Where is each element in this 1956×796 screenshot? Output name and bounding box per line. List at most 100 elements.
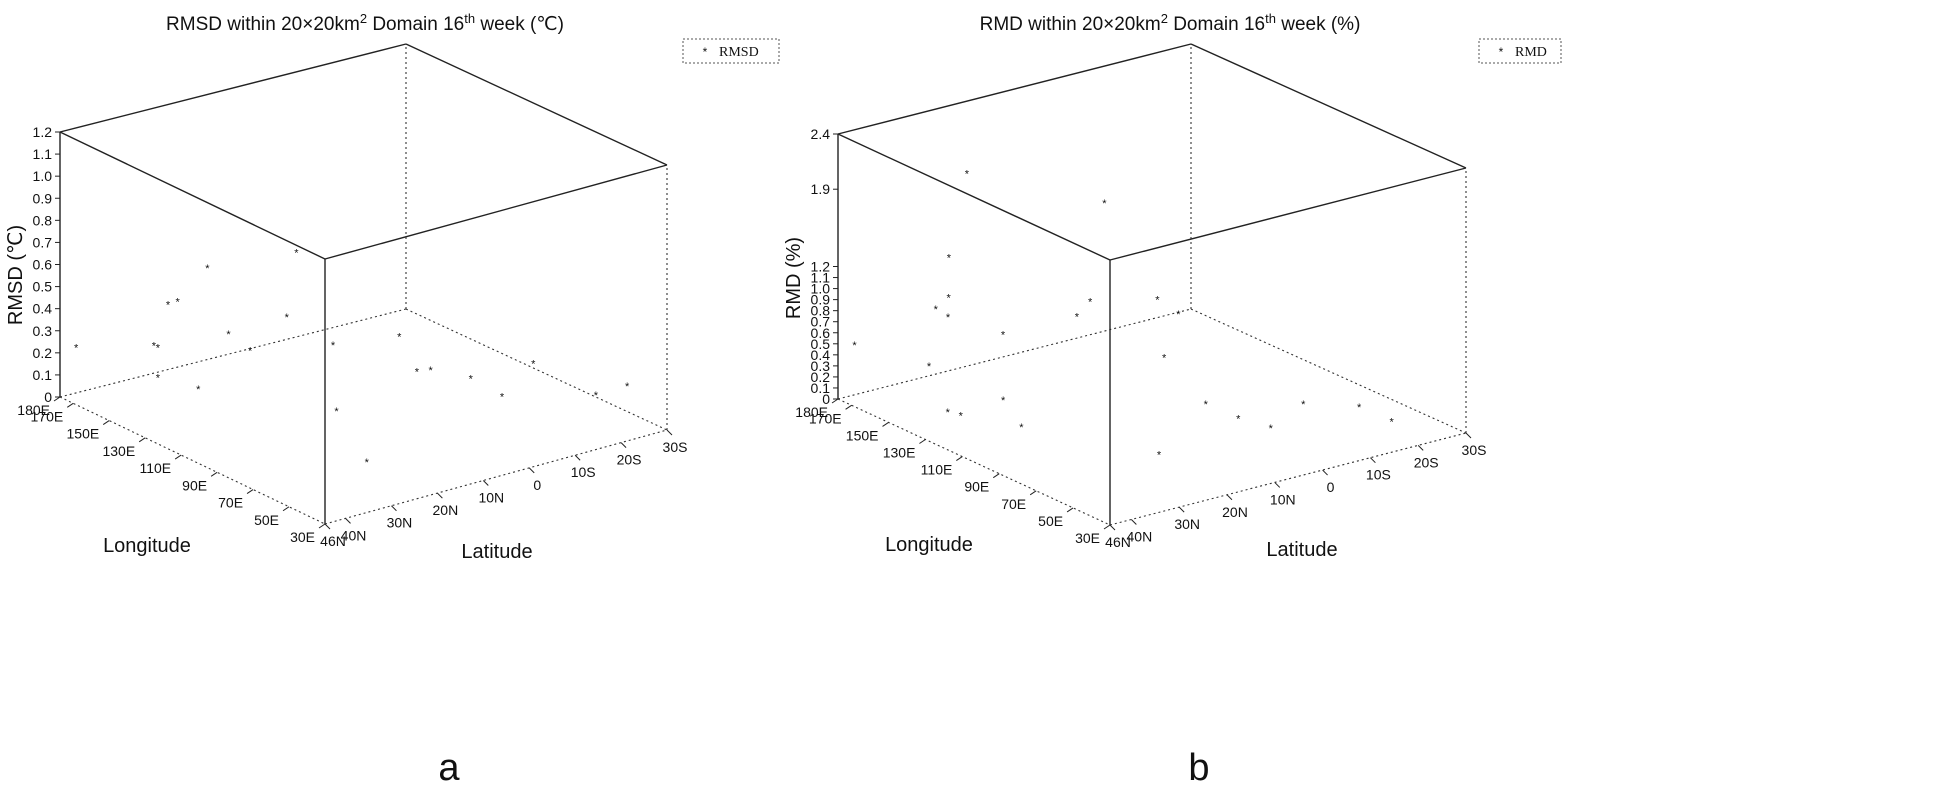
lat-tick-mark [346, 518, 351, 523]
lon-tick-label: 150E [846, 427, 879, 443]
data-point: * [248, 346, 253, 358]
z-tick-label: 0.2 [33, 345, 53, 361]
lat-tick-label: 20S [1414, 454, 1439, 470]
lon-tick-mark [993, 474, 999, 478]
data-point: * [166, 300, 171, 312]
box-edge [838, 134, 1110, 260]
legend: *RMD [1479, 39, 1561, 63]
lat-tick-label: 40N [1127, 528, 1153, 544]
lat-tick-label: 20N [433, 502, 459, 518]
title-text: RMSD within 20×20km [166, 14, 360, 35]
data-point: * [531, 359, 536, 371]
lon-tick-label: 110E [921, 462, 953, 478]
data-point: * [1269, 423, 1274, 435]
z-tick-label: 1.2 [811, 259, 831, 275]
lon-tick-label: 110E [139, 460, 171, 476]
box-edge [1110, 168, 1466, 260]
lon-tick-label: 130E [102, 443, 135, 459]
data-point: * [947, 253, 952, 265]
y-axis-label: Latitude [461, 541, 532, 563]
box-edge [325, 430, 667, 524]
lat-tick-mark [529, 468, 534, 473]
data-point: * [196, 384, 201, 396]
data-point: * [1001, 330, 1006, 342]
data-point: * [156, 372, 161, 384]
data-point: * [1155, 294, 1160, 306]
lon-tick-label: 50E [254, 512, 279, 528]
data-point: * [156, 342, 161, 354]
data-point: * [852, 340, 857, 352]
y-axis-label: Latitude [1266, 539, 1337, 561]
lon-tick-label: 170E [31, 408, 64, 424]
title-superscript: th [1265, 11, 1276, 26]
data-point: * [415, 366, 420, 378]
z-axis-label: RMD (%) [783, 237, 805, 319]
legend-label: RMSD [719, 45, 759, 60]
lon-tick-label: 30E [1075, 530, 1100, 546]
lat-tick-label: 10N [1270, 491, 1296, 507]
box-edge [838, 44, 1191, 134]
data-point: * [594, 390, 599, 402]
lat-tick-label: 10N [478, 489, 504, 505]
data-point: * [965, 168, 970, 180]
lat-tick-mark [1179, 507, 1184, 512]
z-tick-label: 2.4 [811, 126, 831, 142]
lat-tick-mark [483, 480, 488, 485]
lon-tick-label: 30E [290, 529, 315, 545]
title-text: Domain 16 [367, 14, 464, 35]
lat-tick-label: 20N [1222, 504, 1248, 520]
lon-tick-label: 70E [1001, 496, 1026, 512]
lat-tick-label: 40N [341, 527, 367, 543]
title-text: week (%) [1276, 14, 1360, 35]
data-point: * [500, 392, 505, 404]
title-text: Domain 16 [1168, 14, 1265, 35]
lat-tick-label: 0 [1327, 479, 1335, 495]
lat-tick-mark [391, 506, 396, 511]
lon-tick-mark [1104, 525, 1110, 529]
lat-tick-label: 30S [1462, 442, 1487, 458]
box-edge [838, 309, 1191, 399]
data-point: * [1390, 417, 1395, 429]
data-point: * [285, 312, 290, 324]
box-edge [1110, 433, 1466, 525]
lat-tick-label: 30S [663, 439, 688, 455]
legend-marker: * [1499, 45, 1504, 59]
lat-tick-mark [1466, 433, 1471, 438]
data-point: * [1357, 402, 1362, 414]
lon-tick-label: 130E [883, 445, 916, 461]
lon-tick-mark [139, 438, 145, 442]
lat-tick-label: 10S [1366, 467, 1391, 483]
lon-tick-label: 50E [1038, 513, 1063, 529]
lon-tick-mark [175, 455, 181, 459]
z-tick-label: 0.1 [33, 367, 53, 383]
data-point: * [365, 457, 370, 469]
lon-tick-label: 170E [809, 410, 842, 426]
data-point: * [1102, 198, 1107, 210]
x-axis-label: Longitude [885, 534, 973, 556]
lat-tick-mark [621, 443, 626, 448]
lat-tick-mark [1418, 445, 1423, 450]
lon-tick-label: 70E [218, 495, 243, 511]
box-edge [60, 132, 325, 259]
lon-tick-mark [832, 399, 838, 403]
z-tick-label: 0.5 [33, 279, 53, 295]
data-point: * [927, 361, 932, 373]
lon-tick-mark [919, 440, 925, 444]
data-point: * [1162, 352, 1167, 364]
title-text: RMD within 20×20km [980, 14, 1161, 35]
lat-tick-mark [667, 430, 672, 435]
chart-panel-b: RMD within 20×20km2 Domain 16th week (%)… [783, 11, 1561, 790]
title-text: week (℃) [475, 14, 564, 35]
lon-tick-label: 90E [182, 477, 207, 493]
lat-tick-mark [1131, 519, 1136, 524]
box-edge [60, 44, 406, 132]
lat-tick-mark [1110, 525, 1115, 530]
lon-tick-mark [283, 507, 289, 511]
data-point: * [429, 365, 434, 377]
data-point: * [1088, 297, 1093, 309]
data-point: * [469, 374, 474, 386]
data-point: * [74, 342, 79, 354]
chart-title: RMD within 20×20km2 Domain 16th week (%) [980, 11, 1361, 36]
box-edge [1191, 44, 1466, 168]
data-point: * [625, 381, 630, 393]
